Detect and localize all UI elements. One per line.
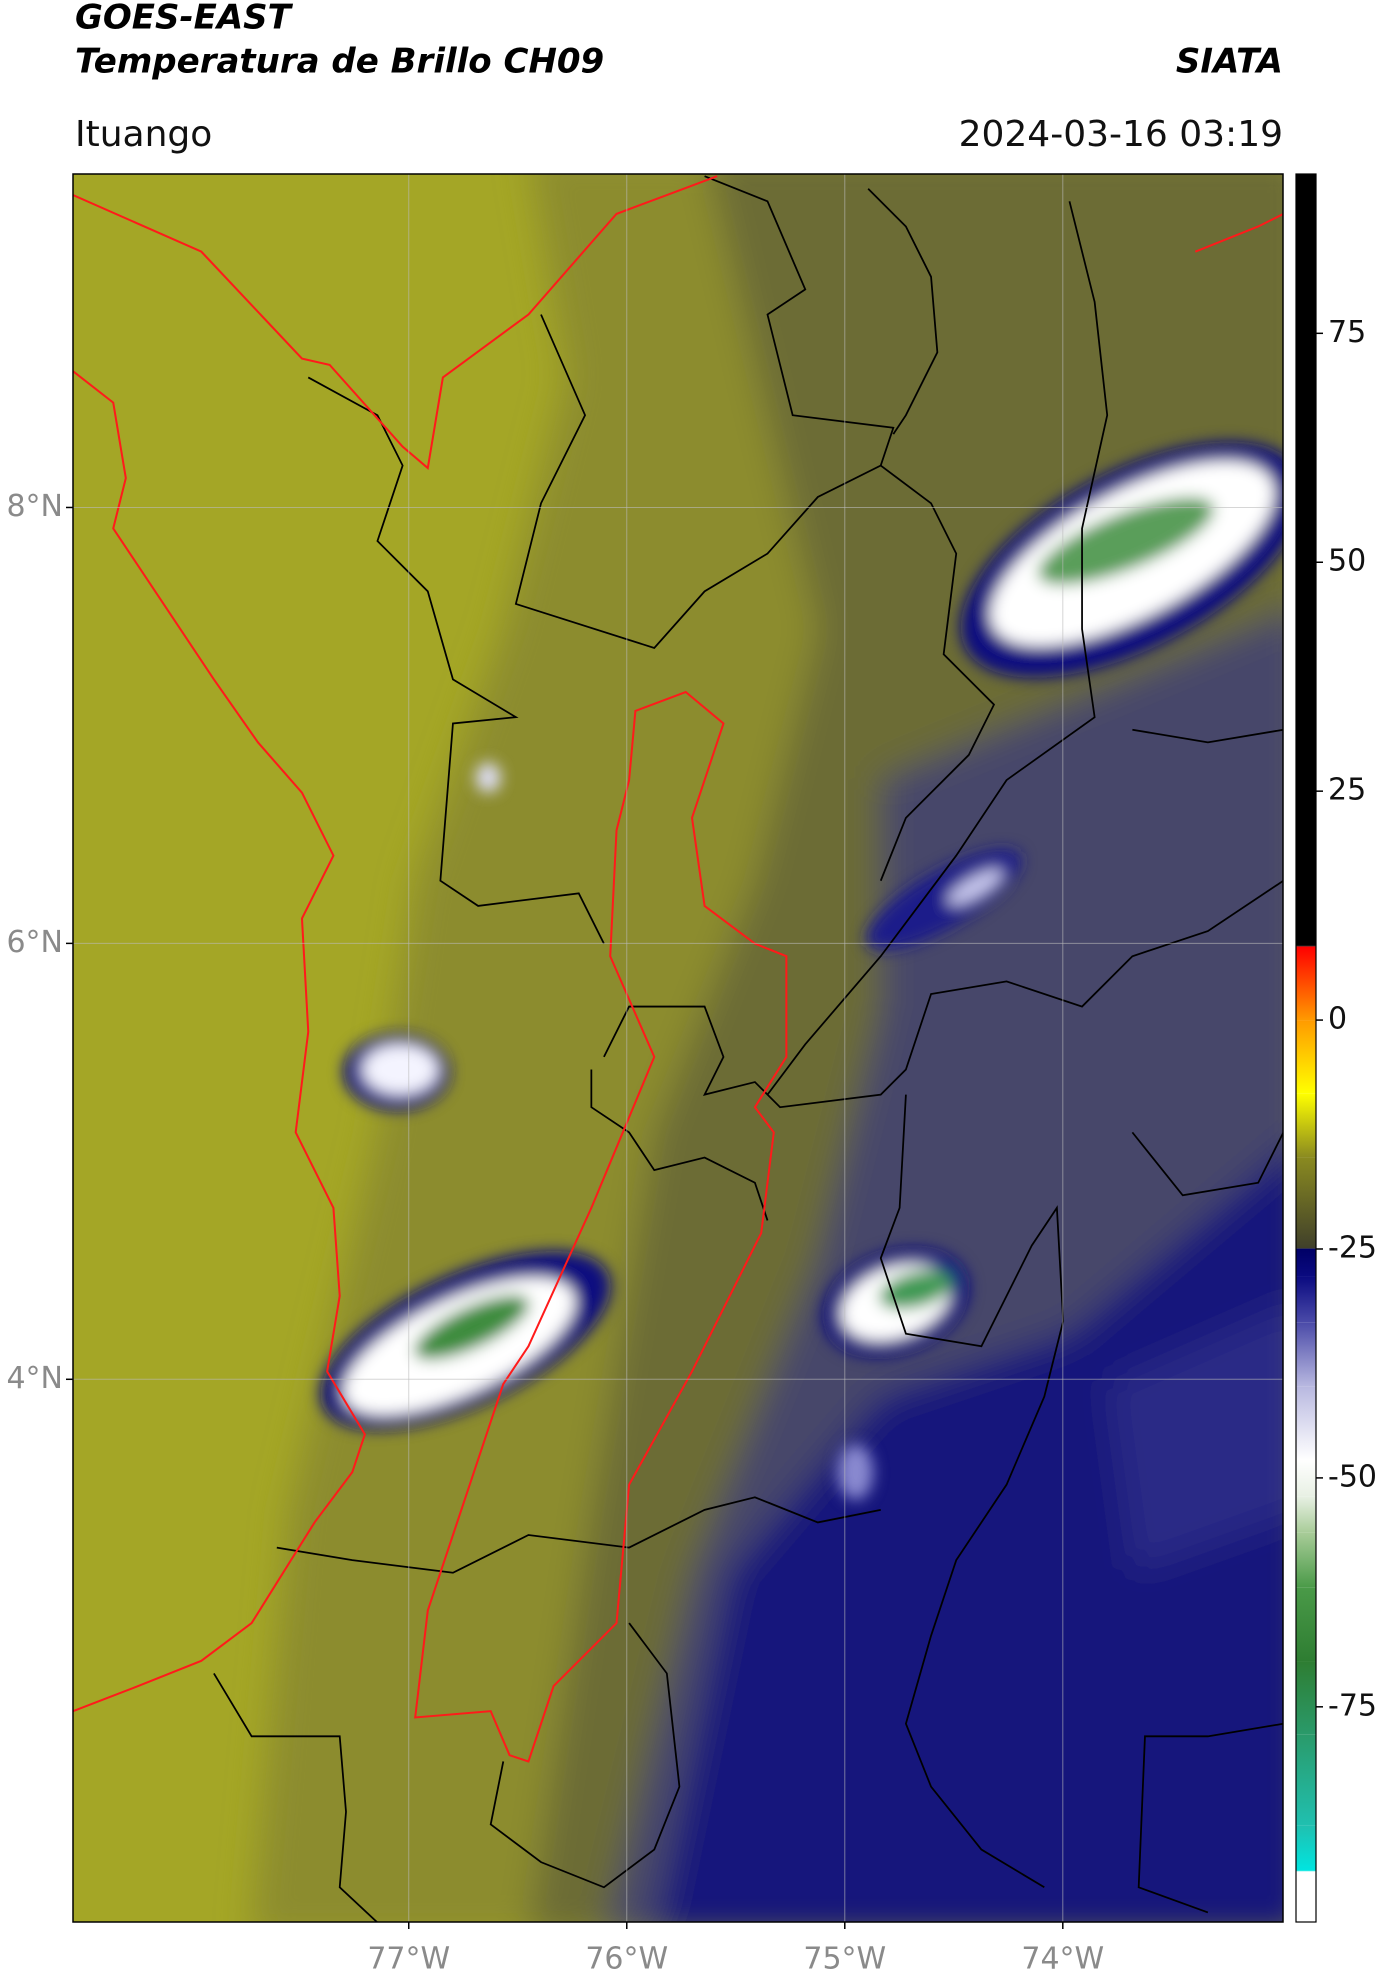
- coastline: [73, 175, 718, 470]
- x-tick-label: 75°W: [803, 1942, 886, 1977]
- colorbar-tick-label: -75: [1328, 1688, 1377, 1723]
- colorbar-segment: [1296, 1248, 1316, 1249]
- border: [213, 1672, 379, 1922]
- colorbar-segment: [1296, 1157, 1316, 1249]
- colorbar-segment: [1296, 1093, 1316, 1158]
- coastline: [73, 370, 366, 1713]
- subtitle: Temperatura de Brillo CH09: [75, 42, 604, 82]
- colorbar-tick-label: -25: [1328, 1230, 1377, 1265]
- antioquia-outline: [414, 690, 788, 1763]
- storm-cell: [475, 762, 501, 793]
- colorbar-segment: [1296, 946, 1316, 1021]
- map-frame: [72, 173, 1284, 1923]
- colorbar-segment: [1296, 1734, 1316, 1826]
- storm-core: [879, 1270, 953, 1310]
- x-tick-label: 74°W: [1021, 1942, 1104, 1977]
- colorbar-segment: [1296, 1587, 1316, 1662]
- red-boundaries: [73, 175, 1283, 1763]
- border: [307, 376, 605, 945]
- colorbar-segment: [1296, 1020, 1316, 1094]
- colorbar-segment: [1296, 1871, 1316, 1922]
- border: [489, 1622, 681, 1889]
- y-tick-label: 4°N: [6, 1361, 63, 1396]
- colorbar-tick-label: -50: [1328, 1459, 1377, 1494]
- colorbar-tick-label: 75: [1328, 315, 1366, 350]
- border: [514, 175, 895, 649]
- admin-borders: [213, 175, 1283, 1922]
- border: [1131, 1131, 1283, 1197]
- map-imagery: [73, 174, 1283, 1922]
- x-tick-label: 76°W: [585, 1942, 668, 1977]
- location: Ituango: [75, 114, 212, 155]
- border: [276, 1496, 881, 1574]
- storm-cell: [837, 1444, 874, 1500]
- colorbar-segment: [1296, 1661, 1316, 1735]
- colorbar-segment: [1296, 1532, 1316, 1588]
- border: [1132, 728, 1283, 744]
- colorbar-tick-label: 25: [1328, 773, 1366, 808]
- colorbar-segment: [1296, 1276, 1316, 1323]
- axes: 8°N 6°N 4°N 77°W 76°W 75°W 74°W: [6, 174, 1283, 1977]
- colorbar-segment: [1296, 1459, 1316, 1497]
- colorbar-tick-label: 0: [1328, 1002, 1347, 1037]
- title: GOES-EAST: [75, 0, 294, 38]
- y-tick-label: 6°N: [6, 925, 63, 960]
- datetime: 2024-03-16 03:19: [959, 114, 1283, 155]
- coastline: [1194, 212, 1283, 253]
- colorbar: 75 50 25 0 -25 -50 -75: [1295, 173, 1377, 1923]
- colorbar-segment: [1296, 1386, 1316, 1460]
- border: [879, 1094, 1065, 1889]
- colorbar-segment: [1296, 1870, 1316, 1872]
- border: [603, 880, 1283, 1109]
- colorbar-segment: [1296, 1248, 1316, 1277]
- colorbar-segment: [1296, 1496, 1316, 1533]
- border: [1137, 1722, 1283, 1914]
- border: [879, 464, 996, 882]
- colorbar-frame: [1295, 173, 1317, 1923]
- colorbar-segment: [1296, 174, 1316, 946]
- storm-core: [414, 1295, 530, 1360]
- border: [590, 1069, 769, 1221]
- cloud-region: [1107, 1307, 1283, 1573]
- x-tick-label: 77°W: [367, 1942, 450, 1977]
- colorbar-segment: [1296, 1825, 1316, 1871]
- border: [766, 201, 1109, 1096]
- border: [867, 188, 939, 435]
- colorbar-segment: [1296, 945, 1316, 947]
- colorbar-segment: [1296, 1322, 1316, 1387]
- imagery-layers: [73, 174, 1283, 1922]
- storm-cell: [362, 1044, 438, 1095]
- colorbar-tick-label: 50: [1328, 544, 1366, 579]
- storm-cell: [947, 869, 1003, 906]
- y-tick-label: 8°N: [6, 489, 63, 524]
- agency: SIATA: [1176, 42, 1283, 82]
